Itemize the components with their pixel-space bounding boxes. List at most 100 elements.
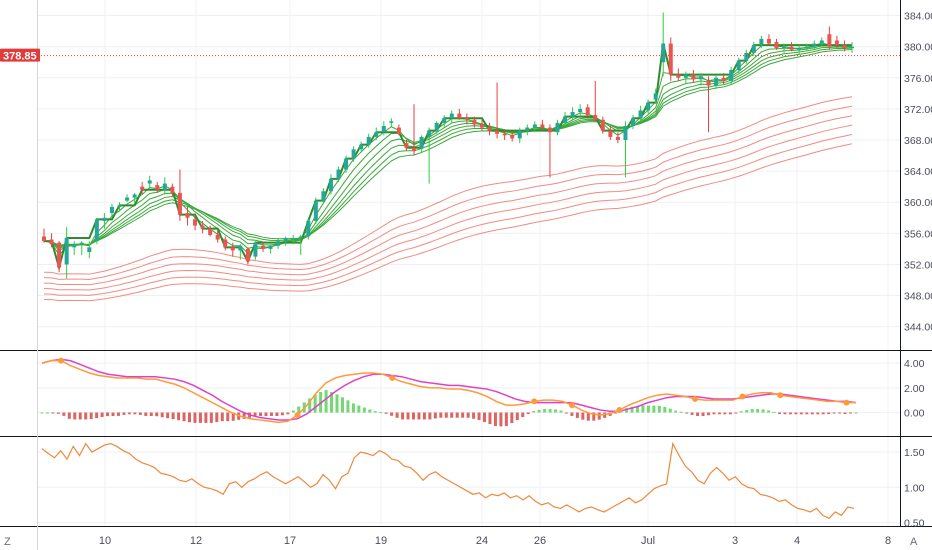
candle-body: [321, 191, 326, 201]
oscillator-bar: [215, 412, 219, 423]
candle-body: [578, 108, 583, 112]
oscillator-bar: [597, 412, 601, 420]
candle: [260, 242, 265, 252]
candle: [683, 71, 688, 84]
oscillator-bar: [778, 412, 782, 414]
oscillator-bar: [417, 412, 421, 420]
crossover-dot: [294, 412, 301, 418]
candle-body: [427, 130, 432, 137]
candle-body: [336, 169, 341, 179]
oscillator-bar: [401, 412, 405, 420]
candle-body: [193, 219, 198, 226]
oscillator-bar: [433, 412, 437, 419]
oscillator-bar: [521, 412, 525, 418]
candle: [638, 105, 643, 122]
candle: [623, 121, 628, 178]
indicator-panel[interactable]: [41, 441, 855, 519]
oscillator-bar: [788, 412, 792, 415]
candle: [412, 104, 417, 156]
oscillator-bar: [674, 410, 678, 413]
candle-body: [276, 241, 281, 246]
candle: [140, 182, 145, 195]
oscillator-panel[interactable]: [40, 357, 858, 427]
timezone-toggle[interactable]: Z: [4, 536, 11, 548]
candle-body: [759, 38, 764, 46]
candle: [721, 73, 726, 84]
y-tick-label: 2.00: [904, 383, 925, 395]
oscillator-bar: [106, 412, 110, 417]
oscillator-bar: [455, 412, 459, 418]
x-tick-label: 4: [794, 535, 800, 547]
candle-body: [646, 102, 651, 111]
candle: [766, 34, 771, 46]
price-panel[interactable]: [38, 12, 900, 302]
candle-body: [570, 112, 575, 117]
candle: [502, 129, 507, 140]
candle-body: [563, 116, 568, 123]
candle-body: [593, 115, 598, 120]
candle: [563, 112, 568, 126]
candle-body: [804, 46, 809, 49]
y-tick-label: 4.00: [904, 358, 925, 370]
auto-scale-toggle[interactable]: A: [910, 536, 918, 548]
candle: [744, 49, 749, 64]
candle: [117, 202, 122, 212]
oscillator-bar: [461, 412, 465, 418]
candle-body: [351, 149, 356, 159]
slow-ma-line: [43, 115, 853, 286]
candlestick-series[interactable]: [42, 12, 854, 279]
candle: [193, 214, 198, 231]
candle: [555, 119, 560, 136]
candle-body: [230, 247, 235, 251]
oscillator-bar: [504, 412, 508, 427]
candle: [797, 45, 802, 55]
oscillator-bar: [308, 398, 312, 413]
oscillator-bar: [51, 412, 55, 414]
candle-body: [381, 126, 386, 133]
y-tick-label: 352.00: [904, 259, 932, 271]
oscillator-bar: [510, 412, 514, 424]
oscillator-bar: [166, 412, 170, 419]
oscillator-bar: [838, 412, 842, 414]
candle: [691, 70, 696, 83]
oscillator-bar: [379, 412, 383, 414]
candle-body: [200, 225, 205, 229]
candle: [434, 121, 439, 134]
y-tick-label: 356.00: [904, 228, 932, 240]
candle-body: [706, 80, 711, 86]
oscillator-bar: [280, 412, 284, 416]
candle-body: [782, 46, 787, 49]
oscillator-bar: [783, 412, 787, 415]
oscillator-bar: [816, 412, 820, 415]
candle: [570, 107, 575, 120]
candle-body: [827, 34, 832, 47]
oscillator-bar: [439, 412, 443, 418]
candle: [268, 244, 273, 254]
oscillator-bar: [346, 400, 350, 413]
candle-body: [64, 238, 69, 265]
x-tick-label: Jul: [641, 535, 655, 547]
candle: [298, 234, 303, 256]
last-price-tag-background: [0, 48, 40, 62]
candle-body: [464, 118, 469, 120]
candle: [676, 68, 681, 81]
candle: [321, 188, 326, 204]
oscillator-bar: [668, 408, 672, 413]
candle-body: [94, 219, 99, 242]
candle-body: [87, 247, 92, 252]
candle-body: [608, 130, 613, 137]
y-tick-label: 0.50: [904, 517, 925, 529]
oscillator-bar: [275, 412, 279, 416]
candle-body: [155, 185, 160, 190]
x-tick-label: 19: [375, 535, 387, 547]
oscillator-bar: [701, 412, 705, 416]
oscillator-bar: [734, 412, 738, 414]
oscillator-bar: [84, 412, 88, 420]
candle: [729, 66, 734, 84]
candle-body: [253, 242, 258, 257]
candle-body: [404, 143, 409, 148]
candle: [789, 42, 794, 52]
candle-body: [653, 93, 658, 100]
candle: [94, 217, 99, 245]
oscillator-bar: [95, 412, 99, 419]
